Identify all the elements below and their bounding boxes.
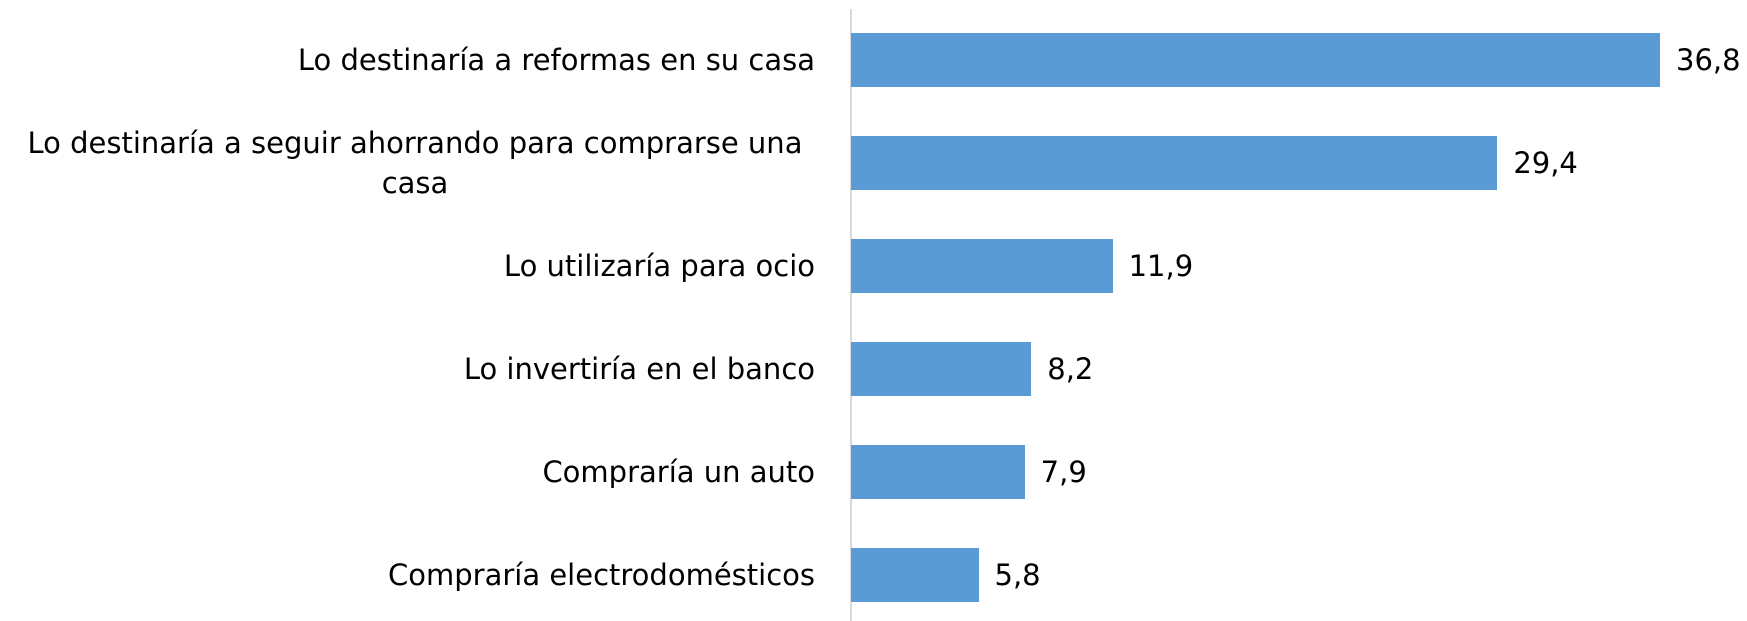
category-label: Lo destinaría a reformas en su casa [297, 42, 815, 77]
bar [851, 547, 979, 602]
bar [851, 238, 1113, 293]
data-label: 36,8 [1676, 42, 1741, 77]
data-label: 7,9 [1040, 454, 1087, 489]
data-label: 11,9 [1128, 248, 1194, 283]
category-label: Compraría un auto [542, 454, 815, 489]
bar [851, 444, 1025, 499]
data-label: 5,8 [994, 557, 1041, 592]
category-label: Lo utilizaría para ocio [503, 248, 815, 283]
bar [851, 341, 1032, 396]
axis-line [850, 9, 852, 621]
bar [851, 32, 1660, 87]
category-label: Compraría electrodomésticos [388, 557, 815, 592]
bar [851, 135, 1498, 190]
category-label: Lo destinaría a seguir ahorrando para co… [27, 125, 803, 200]
category-label: Lo invertiría en el banco [463, 351, 815, 386]
data-label: 29,4 [1513, 145, 1578, 180]
data-label: 8,2 [1047, 351, 1094, 386]
